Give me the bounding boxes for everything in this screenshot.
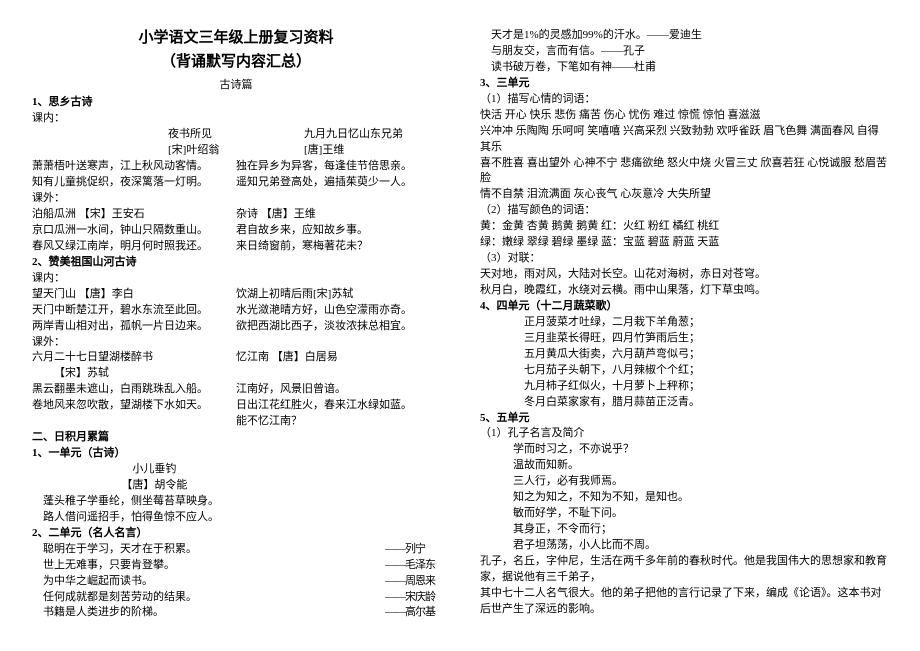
u4-head: 4、四单元（十二月蔬菜歌）	[480, 299, 888, 315]
u3-3-l2: 秋月白，晚霞红，水绕对云横。雨中山果落，灯下草虫鸣。	[480, 283, 888, 299]
u3-2-l1: 黄：金黄 杏黄 鹅黄 鹅黄 红：火红 粉红 橘红 桃红	[480, 219, 888, 235]
u5-bio1: 孔子，名丘，字仲尼，生活在两千多年前的春秋时代。他是我国伟大的思想家和教育家，据…	[480, 554, 888, 586]
p7-l1: 黑云翻墨未遮山，白雨跳珠乱入船。	[32, 382, 236, 398]
p1-l1: 萧萧梧叶送寒声，江上秋风动客情。	[32, 159, 236, 175]
s2-head: 2、赞美祖国山河古诗	[32, 255, 440, 271]
p3-l1: 京口瓜洲一水间，钟山只隔数重山。	[32, 223, 236, 239]
u3-3-l1: 天对地，雨对风，大陆对长空。山花对海树，赤日对苍穹。	[480, 267, 888, 283]
p1-title: 夜书所见	[168, 127, 304, 143]
u5-l3: 三人行，必有我师焉。	[480, 474, 888, 490]
p3-l2: 春风又绿江南岸，明月何时照我还。	[32, 239, 236, 255]
p8-l1: 江南好，风景旧曾谙。	[236, 382, 440, 398]
p7-l2: 卷地风来忽吹散，望湖楼下水如天。	[32, 398, 236, 414]
label: 课外：	[32, 191, 440, 207]
label: 课内：	[32, 271, 440, 287]
p9-author: 【唐】胡令能	[32, 478, 277, 494]
p8-l3: 能不忆江南？	[236, 414, 440, 430]
u5-1: （1）孔子名言及简介	[480, 426, 888, 442]
u3-2-l2: 绿：嫩绿 翠绿 碧绿 墨绿 蓝：宝蓝 碧蓝 蔚蓝 天蓝	[480, 235, 888, 251]
a2: ——毛泽东	[385, 558, 440, 574]
a4: ——宋庆龄	[385, 590, 440, 606]
q2: 世上无难事，只要肯登攀。	[32, 558, 385, 574]
u5-bio2: 其中七十二人名气很大。他的弟子把他的言行记录了下来，编成《论语》。这本书对后世产…	[480, 586, 888, 618]
p6-l2: 欲把西湖比西子，淡妆浓抹总相宜。	[236, 319, 440, 335]
p7-author: 【宋】苏轼	[32, 366, 149, 382]
p1-l2: 知有儿童挑促织，夜深篱落一灯明。	[32, 175, 236, 191]
p4-l1: 君自故乡来，应知故乡事。	[236, 223, 440, 239]
p2-author: [唐]王维	[304, 143, 440, 159]
u3-1: （1）描写心情的词语：	[480, 92, 888, 108]
p9-l2: 路人借问遥招手，怕得鱼惊不应人。	[32, 510, 440, 526]
p1-author: [宋]叶绍翁	[168, 143, 304, 159]
label: 课外：	[32, 335, 440, 351]
p2-title: 九月九日忆山东兄弟	[304, 127, 440, 143]
s1-head: 1、思乡古诗	[32, 95, 440, 111]
q5: 书籍是人类进步的阶梯。	[32, 605, 385, 621]
u4-l4: 七月茄子头朝下，八月辣椒个个红；	[480, 363, 888, 379]
a3: ——周恩来	[385, 574, 440, 590]
u5-l5: 敏而好学，不耻下问。	[480, 506, 888, 522]
p6-title: 饮湖上初晴后雨[宋]苏轼	[236, 287, 440, 303]
p4-title: 杂诗 【唐】王维	[236, 207, 440, 223]
u3-1-l3: 喜不胜喜 喜出望外 心神不宁 悲痛欲绝 怒火中烧 火冒三丈 欣喜若狂 心悦诚服 …	[480, 156, 888, 188]
p8-title: 忆江南 【唐】白居易	[236, 350, 440, 366]
p9-l1: 蓬头稚子学垂纶，侧坐莓苔草映身。	[32, 494, 440, 510]
title-main: 小学语文三年级上册复习资料	[32, 28, 440, 50]
u4-l3: 五月黄瓜大街卖，六月葫芦弯似弓；	[480, 347, 888, 363]
q6: 天才是1%的灵感加99%的汗水。——爱迪生	[480, 28, 888, 44]
a1: ——列宁	[385, 542, 440, 558]
u4-l1: 正月菠菜才吐绿，二月栽下羊角葱；	[480, 315, 888, 331]
q7: 与朋友交，言而有信。——孔子	[480, 44, 888, 60]
p6-l1: 水光潋滟晴方好，山色空濛雨亦奇。	[236, 303, 440, 319]
p2-l1: 独在异乡为异客，每逢佳节倍思亲。	[236, 159, 440, 175]
u5-l7: 君子坦荡荡，小人比而不周。	[480, 538, 888, 554]
u3-1-l1: 快活 开心 快乐 悲伤 痛苦 伤心 忧伤 难过 惊慌 惊怕 喜滋滋	[480, 108, 888, 124]
title-sub: （背诵默写内容汇总）	[32, 52, 440, 74]
u5-l1: 学而时习之，不亦说乎？	[480, 442, 888, 458]
acc-head: 二、日积月累篇	[32, 430, 440, 446]
a5: ——高尔基	[385, 605, 440, 621]
q8: 读书破万卷，下笔如有神——杜甫	[480, 60, 888, 76]
poem-label: 古诗篇	[32, 78, 440, 94]
u3-head: 3、三单元	[480, 76, 888, 92]
u5-head: 5、五单元	[480, 411, 888, 427]
p4-l2: 来日绮窗前，寒梅著花未？	[236, 239, 440, 255]
p3-title: 泊船瓜洲 【宋】王安石	[32, 207, 236, 223]
p7-title: 六月二十七日望湖楼醉书	[32, 350, 236, 366]
u5-l6: 其身正，不令而行；	[480, 522, 888, 538]
u3-3: （3）对联：	[480, 251, 888, 267]
p9-title: 小儿垂钓	[32, 462, 277, 478]
p5-title: 望天门山 【唐】李白	[32, 287, 236, 303]
u3-1-l4: 情不自禁 泪流满面 灰心丧气 心灰意冷 大失所望	[480, 187, 888, 203]
u4-l2: 三月韭菜长得旺，四月竹笋雨后生；	[480, 331, 888, 347]
u3-2: （2）描写颜色的词语：	[480, 203, 888, 219]
p5-l1: 天门中断楚江开，碧水东流至此回。	[32, 303, 236, 319]
label: 课内：	[32, 111, 440, 127]
u3-1-l2: 兴冲冲 乐陶陶 乐呵呵 笑嘻嘻 兴高采烈 兴致勃勃 欢呼雀跃 眉飞色舞 满面春风…	[480, 124, 888, 156]
q3: 为中华之崛起而读书。	[32, 574, 385, 590]
u4-l5: 九月柿子红似火，十月萝卜上秤称；	[480, 379, 888, 395]
q4: 任何成就都是刻苦劳动的结果。	[32, 590, 385, 606]
u2-head: 2、二单元（名人名言）	[32, 526, 440, 542]
u5-l4: 知之为知之，不知为不知，是知也。	[480, 490, 888, 506]
p8-l2: 日出江花红胜火，春来江水绿如蓝。	[236, 398, 440, 414]
p5-l2: 两岸青山相对出，孤帆一片日边来。	[32, 319, 236, 335]
u1-head: 1、一单元（古诗）	[32, 446, 440, 462]
q1: 聪明在于学习，天才在于积累。	[32, 542, 385, 558]
u4-l6: 冬月白菜家家有，腊月蒜苗正泛青。	[480, 395, 888, 411]
u5-l2: 温故而知新。	[480, 458, 888, 474]
p2-l2: 遥知兄弟登高处，遍插茱萸少一人。	[236, 175, 440, 191]
